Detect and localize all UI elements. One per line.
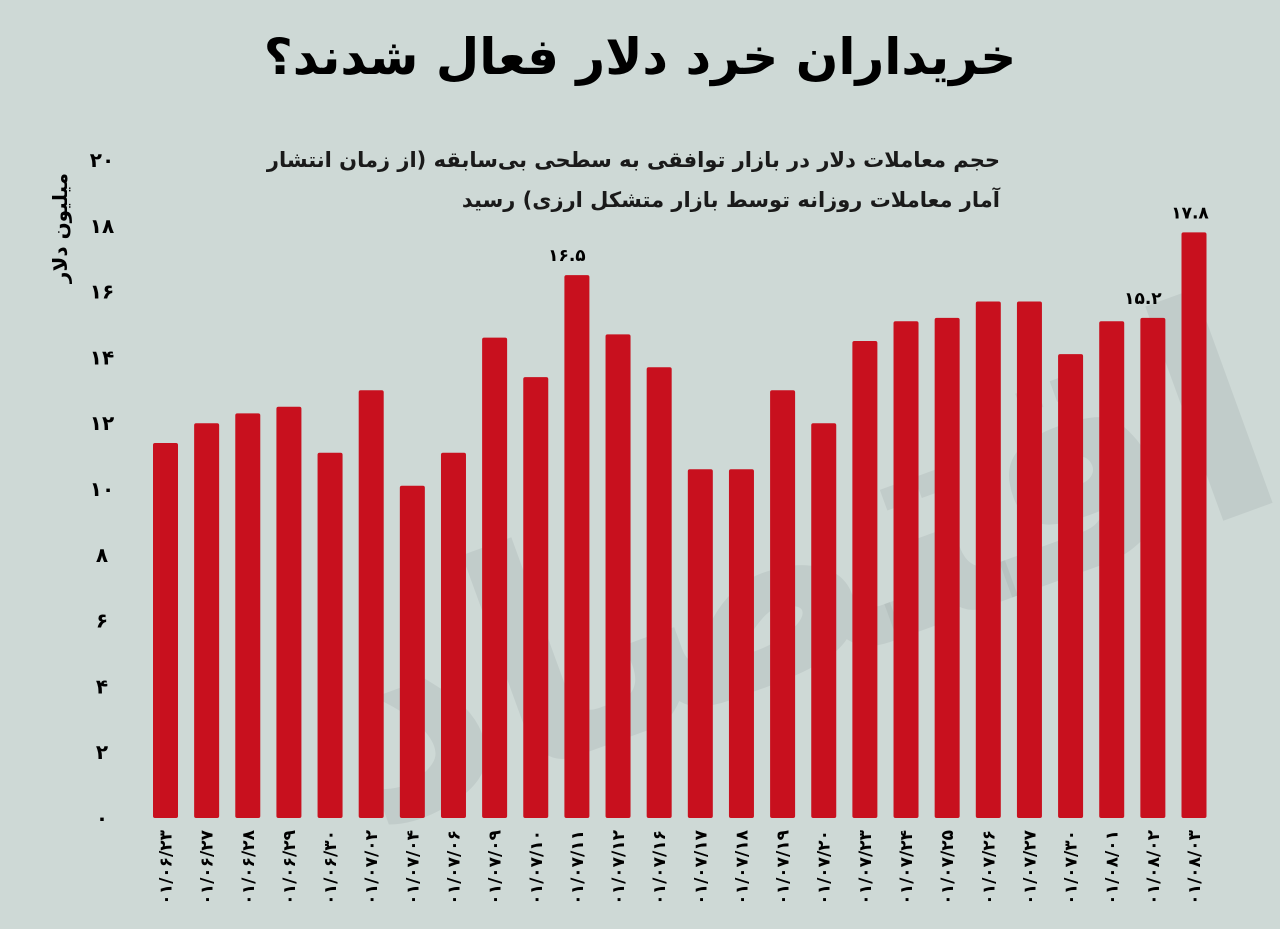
y-tick-label: ۱۴ [90, 345, 114, 369]
bar [1099, 321, 1125, 818]
bar [482, 337, 508, 818]
bars [153, 232, 1207, 819]
y-tick-label: ۱۰ [90, 477, 114, 501]
x-tick-label: ۰۱/۰۷/۱۰ [527, 830, 547, 905]
x-tick-label: ۰۱/۰۸/۰۲ [1144, 829, 1164, 904]
chart-title: خریداران خرد دلار فعال شدند؟ [263, 28, 1017, 86]
y-tick-label: ۸ [96, 543, 108, 567]
x-tick-label: ۰۱/۰۶/۳۰ [321, 830, 341, 905]
x-tick-label: ۰۱/۰۶/۲۳ [157, 829, 177, 904]
x-tick-label: ۰۱/۰۷/۰۴ [403, 830, 423, 905]
x-tick-label: ۰۱/۰۷/۲۷ [1020, 829, 1040, 904]
bar [1016, 301, 1042, 819]
y-tick-label: ۱۸ [90, 214, 114, 238]
x-tick-label: ۰۱/۰۶/۲۷ [198, 829, 218, 904]
x-tick-label: ۰۱/۰۷/۰۲ [362, 829, 382, 904]
data-label: ۱۶.۵ [548, 246, 586, 266]
x-tick-label: ۰۱/۰۷/۱۷ [691, 829, 711, 904]
x-tick-label: ۰۱/۰۷/۱۱ [568, 830, 588, 905]
data-label: ۱۷.۸ [1171, 203, 1209, 223]
bar [852, 340, 878, 818]
y-tick-label: ۴ [96, 674, 108, 698]
bar [770, 390, 796, 818]
bar [1181, 232, 1207, 818]
bar [1058, 354, 1084, 818]
x-tick-label: ۰۱/۰۷/۰۶ [444, 830, 464, 905]
y-tick-label: ۲۰ [90, 148, 114, 172]
x-tick-label: ۰۱/۰۷/۳۰ [1062, 830, 1082, 905]
x-tick-label: ۰۱/۰۸/۰۱ [1103, 830, 1123, 905]
data-labels: ۱۶.۵ ۱۵.۲ ۱۷.۸ [548, 203, 1209, 309]
x-tick-label: ۰۱/۰۶/۲۹ [280, 829, 300, 904]
bar [276, 406, 302, 818]
x-tick-label: ۰۱/۰۷/۲۴ [897, 830, 917, 905]
bar [934, 317, 960, 818]
bar [317, 452, 343, 818]
bar [646, 367, 672, 818]
x-tick-label: ۰۱/۰۷/۲۰ [815, 830, 835, 905]
x-tick-label: ۰۱/۰۷/۱۸ [732, 829, 752, 904]
bar [564, 275, 590, 818]
bar [728, 469, 754, 818]
y-tick-label: ۶ [96, 609, 108, 633]
y-tick-label: ۱۶ [90, 280, 114, 304]
x-tick-label: ۰۱/۰۷/۱۹ [774, 829, 794, 904]
bar [235, 413, 261, 818]
x-tick-label: ۰۱/۰۷/۲۳ [856, 829, 876, 904]
bar [523, 377, 549, 818]
y-axis-ticks: ۰ ۲ ۴ ۶ ۸ ۱۰ ۱۲ ۱۴ ۱۶ ۱۸ ۲۰ [90, 148, 114, 830]
bar [399, 485, 425, 818]
y-tick-label: ۱۲ [90, 411, 114, 435]
y-tick-label: ۰ [96, 806, 108, 830]
bar [194, 423, 220, 818]
bar [440, 452, 466, 818]
x-axis-ticks: ۰۱/۰۶/۲۳ ۰۱/۰۶/۲۷ ۰۱/۰۶/۲۸ ۰۱/۰۶/۲۹ ۰۱/۰۶/۳۰… [157, 829, 1206, 904]
x-tick-label: ۰۱/۰۷/۱۶ [650, 830, 670, 905]
x-tick-label: ۰۱/۰۶/۲۸ [239, 829, 259, 904]
bar [687, 469, 713, 818]
chart-subtitle: حجم معاملات دلار در بازار توافقی به سطحی… [266, 148, 1000, 212]
x-tick-label: ۰۱/۰۷/۲۵ [938, 830, 958, 905]
x-tick-label: ۰۱/۰۸/۰۳ [1185, 829, 1205, 904]
bar [975, 301, 1001, 819]
bar [1140, 317, 1166, 818]
bar [153, 442, 178, 818]
bar [605, 334, 631, 818]
x-tick-label: ۰۱/۰۷/۲۶ [979, 830, 999, 905]
y-tick-label: ۲ [96, 740, 108, 764]
x-tick-label: ۰۱/۰۷/۰۹ [486, 829, 506, 904]
bar [811, 423, 837, 818]
bar [358, 390, 384, 818]
data-label: ۱۵.۲ [1124, 289, 1162, 309]
x-tick-label: ۰۱/۰۷/۱۲ [609, 829, 629, 904]
bar [893, 321, 919, 818]
